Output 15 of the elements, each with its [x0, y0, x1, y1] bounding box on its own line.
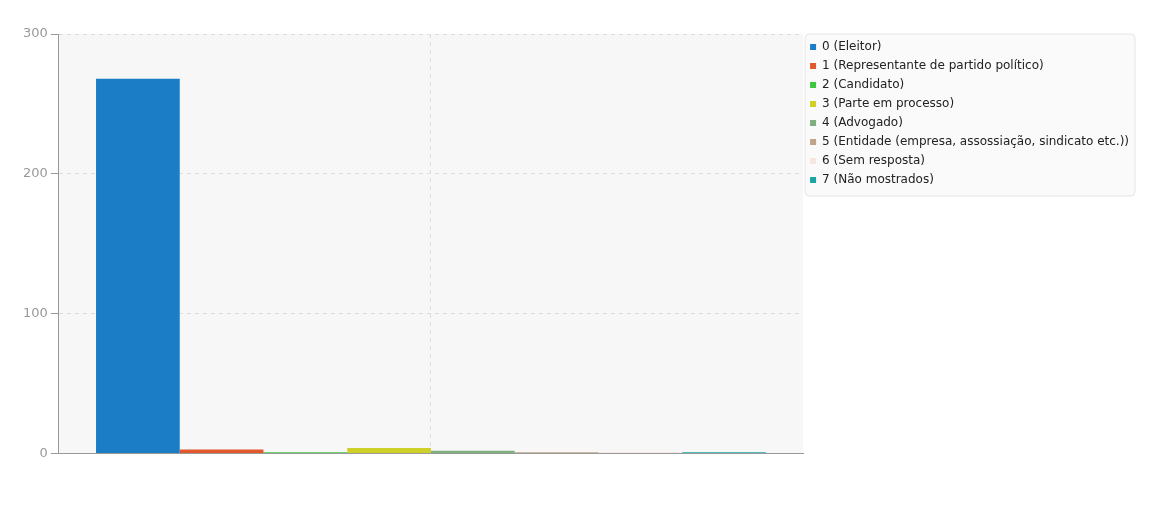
legend-label: 1 (Representante de partido político): [822, 58, 1044, 73]
legend-label: 6 (Sem resposta): [822, 153, 925, 168]
y-tick-label: 100: [22, 305, 48, 321]
y-tick-label: 200: [22, 165, 48, 181]
legend-label: 3 (Parte em processo): [822, 96, 955, 111]
bar: [96, 78, 180, 454]
legend-label: 2 (Candidato): [822, 77, 905, 92]
legend-label: 5 (Entidade (empresa, assossiação, sindicato etc.)): [822, 134, 1130, 149]
y-tick-label: 300: [22, 25, 48, 41]
bar: [347, 448, 431, 454]
legend-label: 7 (Não mostrados): [822, 172, 934, 187]
legend-label: 4 (Advogado): [822, 115, 903, 130]
bar: [179, 449, 264, 454]
legend-label: 0 (Eleitor): [822, 39, 882, 54]
y-tick-label: 0: [39, 444, 48, 460]
